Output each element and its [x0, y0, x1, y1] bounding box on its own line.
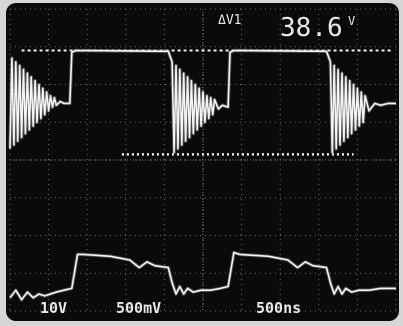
trace-channel-1 — [9, 49, 396, 154]
cursor-delta-unit: V — [348, 14, 355, 28]
trace-channel-2 — [9, 251, 396, 301]
cursor-delta-label: ΔV1 — [218, 13, 241, 28]
oscilloscope-screen: ΔV1 38.6 V 10V 500mV 500ns — [6, 3, 399, 321]
channel-2-scale-label: 500mV — [116, 299, 161, 317]
graticule — [9, 8, 397, 312]
waveform-plot: ΔV1 38.6 V 10V 500mV 500ns — [8, 8, 397, 317]
cursor-delta-value: 38.6 — [280, 13, 343, 43]
traces — [8, 48, 396, 302]
timebase-label: 500ns — [256, 299, 301, 317]
channel-1-scale-label: 10V — [40, 299, 67, 317]
